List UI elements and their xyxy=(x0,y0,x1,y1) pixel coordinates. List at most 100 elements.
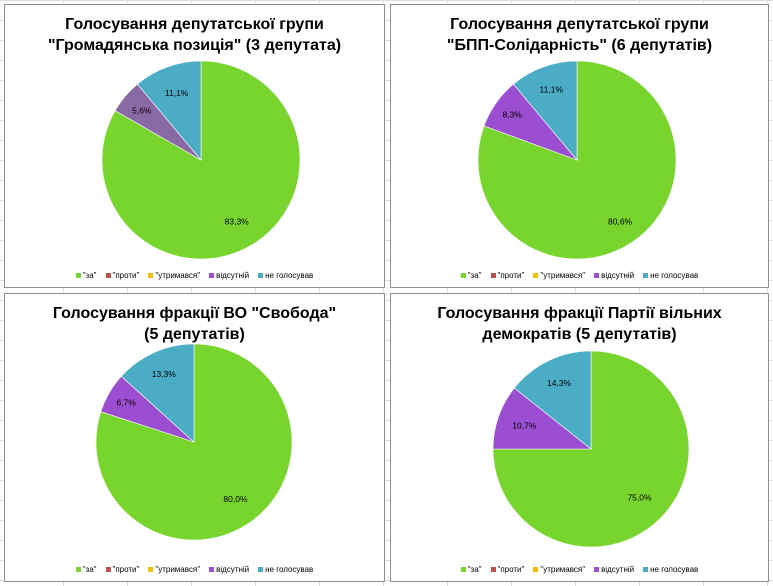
legend-swatch xyxy=(258,567,264,572)
legend-swatch xyxy=(460,273,466,278)
legend-swatch xyxy=(594,273,600,278)
legend-label: не голосував xyxy=(650,565,699,574)
pie-slice-za[interactable] xyxy=(95,343,293,541)
legend-label: не голосував xyxy=(265,565,314,574)
data-label: 13,3% xyxy=(152,369,177,379)
legend-label: "утримався" xyxy=(540,271,586,280)
pie-chart-hromadianska-pozytsiia[interactable]: Голосування депутатської групи "Громадян… xyxy=(4,4,385,288)
data-label: 75,0% xyxy=(627,493,652,503)
legend-label: "за" xyxy=(82,271,97,280)
legend-label: відсутній xyxy=(601,271,635,280)
legend-item: "проти" xyxy=(490,565,525,574)
pie-slice-ne-holosuvav[interactable] xyxy=(120,343,195,443)
legend-swatch xyxy=(105,567,111,572)
legend-label: "утримався" xyxy=(540,565,586,574)
pie-slice-ne-holosuvav[interactable] xyxy=(512,60,578,161)
legend-swatch xyxy=(75,273,81,278)
legend-label: відсутній xyxy=(216,565,250,574)
pie-plot: 75,0% 10,7% 14,3% xyxy=(492,350,690,548)
legend-item: відсутній xyxy=(209,271,249,280)
legend-item: відсутній xyxy=(594,565,634,574)
legend-item: не голосував xyxy=(643,271,698,280)
chart-title-line-2: "БПП-Солідарність" (6 депутатів) xyxy=(446,37,713,54)
chart-title-line-1: Голосування депутатської групи xyxy=(65,16,324,33)
legend-item: "утримався" xyxy=(533,565,585,574)
legend-swatch xyxy=(594,567,600,572)
legend-item: "проти" xyxy=(105,271,140,280)
data-label: 14,3% xyxy=(547,378,572,388)
chart-title: Голосування фракції ВО "Свобода" (5 депу… xyxy=(5,303,384,345)
legend-item: "утримався" xyxy=(533,271,585,280)
legend-item: "за" xyxy=(460,565,482,574)
legend-item: "проти" xyxy=(105,565,140,574)
legend-swatch xyxy=(75,567,81,572)
data-label: 11,1% xyxy=(540,84,564,94)
chart-title-line-2: демократів (5 депутатів) xyxy=(482,326,677,343)
legend-swatch xyxy=(209,567,215,572)
data-label: 11,1% xyxy=(165,88,189,98)
legend-swatch xyxy=(490,567,496,572)
legend-swatch xyxy=(148,567,154,572)
data-label: 80,6% xyxy=(608,217,633,227)
legend-label: "проти" xyxy=(497,565,525,574)
chart-title: Голосування депутатської групи "БПП-Солі… xyxy=(391,14,768,56)
legend-label: не голосував xyxy=(650,271,699,280)
pie-slice-ne-holosuvav[interactable] xyxy=(136,60,202,161)
pie-slice-za[interactable] xyxy=(492,350,690,548)
legend-swatch xyxy=(490,273,496,278)
legend-swatch xyxy=(148,273,154,278)
legend-label: "за" xyxy=(467,565,482,574)
data-label: 83,3% xyxy=(225,217,250,227)
data-label: 5,6% xyxy=(132,105,152,115)
pie-plot: 80,0% 6,7% 13,3% xyxy=(95,343,293,541)
chart-title: Голосування фракції Партії вільних демок… xyxy=(391,303,768,345)
chart-title-line-1: Голосування фракції ВО "Свобода" xyxy=(52,305,337,322)
legend-item: "за" xyxy=(460,271,482,280)
legend-item: не голосував xyxy=(258,565,313,574)
legend-item: "утримався" xyxy=(148,271,200,280)
legend-label: не голосував xyxy=(265,271,314,280)
legend-swatch xyxy=(460,567,466,572)
legend-swatch xyxy=(533,567,539,572)
chart-legend: "за" "проти" "утримався" відсутній не голосу… xyxy=(5,271,384,280)
pie-chart-partiia-vilnykh-demokrativ[interactable]: Голосування фракції Партії вільних демок… xyxy=(390,293,769,582)
pie-chart-bpp-solidarnist[interactable]: Голосування депутатської групи "БПП-Солі… xyxy=(390,4,769,288)
data-label: 6,7% xyxy=(116,398,136,408)
data-label: 8,3% xyxy=(503,109,523,119)
legend-label: "проти" xyxy=(497,271,525,280)
legend-label: "утримався" xyxy=(155,271,201,280)
pie-slice-ne-holosuvav[interactable] xyxy=(513,350,592,450)
legend-swatch xyxy=(643,273,649,278)
legend-item: "утримався" xyxy=(148,565,200,574)
legend-label: відсутній xyxy=(601,565,635,574)
legend-swatch xyxy=(209,273,215,278)
legend-label: відсутній xyxy=(216,271,250,280)
legend-item: "за" xyxy=(75,271,97,280)
data-label: 80,0% xyxy=(223,494,248,504)
legend-label: "проти" xyxy=(112,565,140,574)
legend-item: "проти" xyxy=(490,271,525,280)
chart-title-line-1: Голосування депутатської групи xyxy=(450,16,709,33)
legend-label: "за" xyxy=(467,271,482,280)
chart-title: Голосування депутатської групи "Громадян… xyxy=(5,14,384,56)
legend-item: не голосував xyxy=(643,565,698,574)
legend-swatch xyxy=(105,273,111,278)
pie-plot: 80,6% 8,3% 11,1% xyxy=(477,60,677,260)
pie-chart-svoboda[interactable]: Голосування фракції ВО "Свобода" (5 депу… xyxy=(4,293,385,582)
chart-title-line-2: (5 депутатів) xyxy=(144,326,245,343)
legend-label: "утримався" xyxy=(155,565,201,574)
legend-swatch xyxy=(533,273,539,278)
legend-swatch xyxy=(643,567,649,572)
legend-label: "за" xyxy=(82,565,97,574)
chart-legend: "за" "проти" "утримався" відсутній не голосу… xyxy=(5,565,384,574)
legend-swatch xyxy=(258,273,264,278)
legend-item: відсутній xyxy=(594,271,634,280)
chart-legend: "за" "проти" "утримався" відсутній не голосу… xyxy=(391,565,768,574)
pie-plot: 83,3% 5,6% 11,1% xyxy=(101,60,301,260)
legend-label: "проти" xyxy=(112,271,140,280)
legend-item: не голосував xyxy=(258,271,313,280)
chart-legend: "за" "проти" "утримався" відсутній не голосу… xyxy=(391,271,768,280)
legend-item: відсутній xyxy=(209,565,249,574)
data-label: 10,7% xyxy=(512,421,537,431)
chart-title-line-1: Голосування фракції Партії вільних xyxy=(437,305,722,322)
